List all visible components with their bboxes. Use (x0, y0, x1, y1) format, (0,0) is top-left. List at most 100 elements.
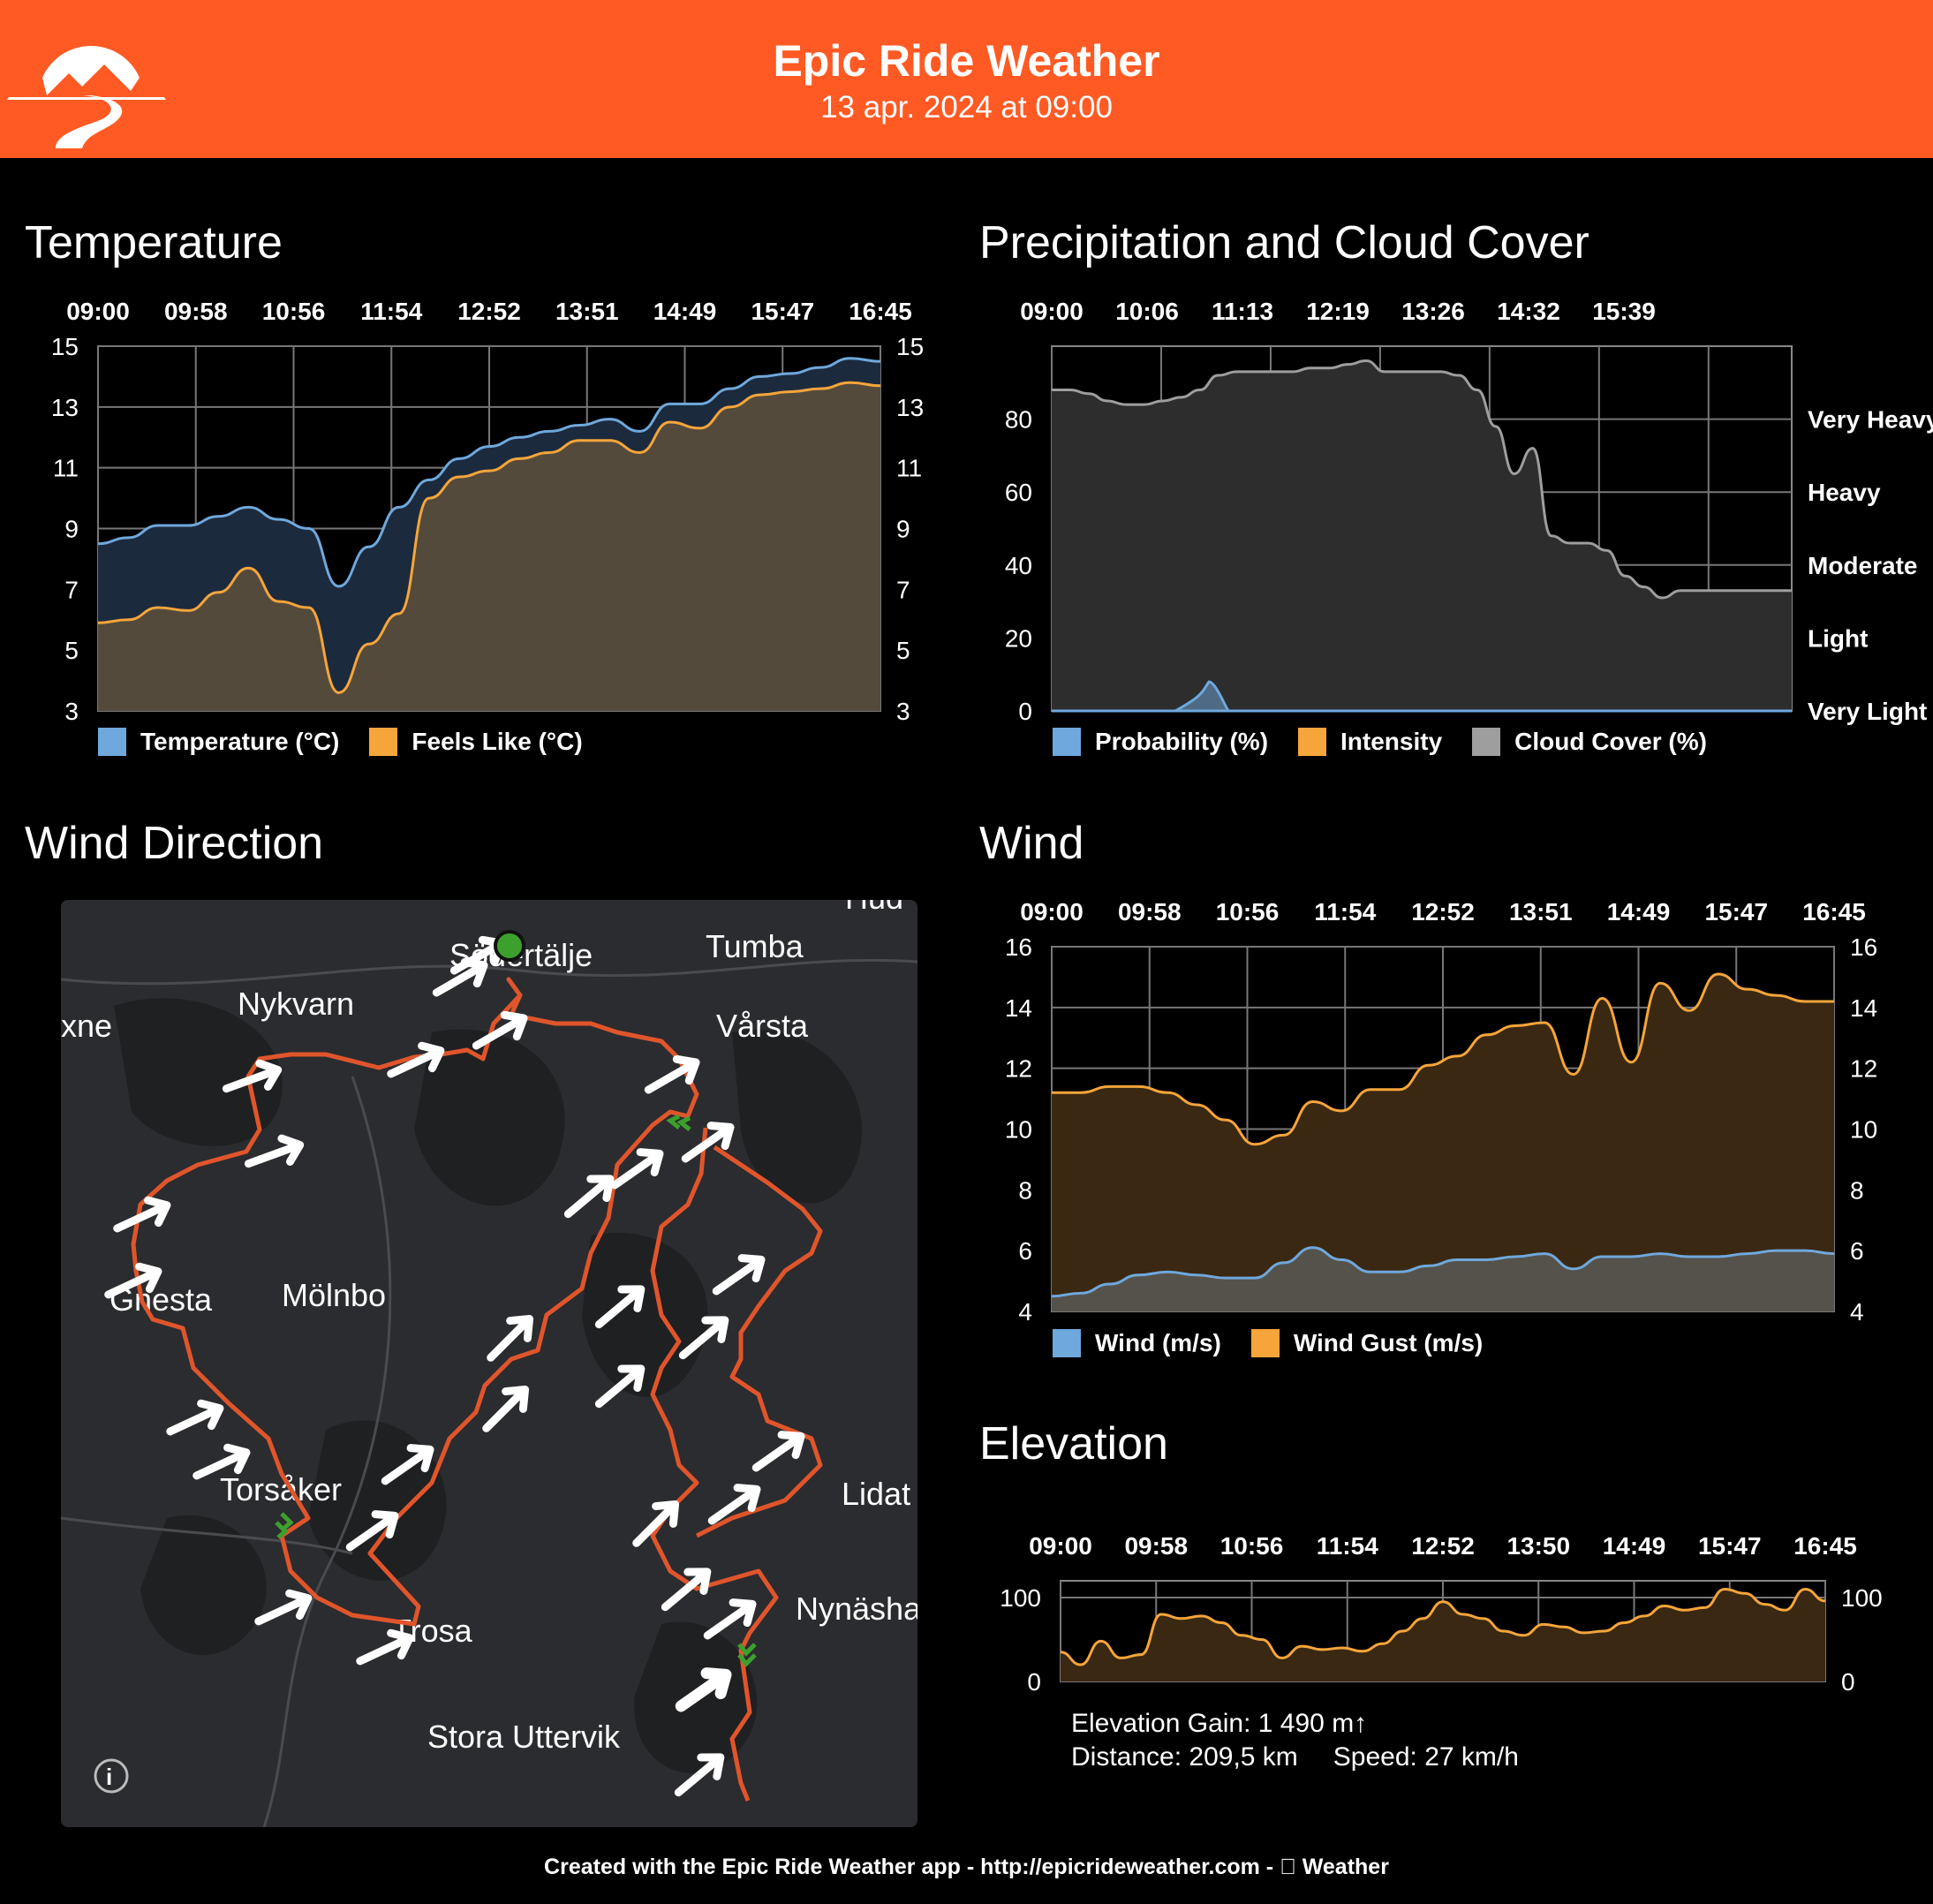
x-tick-label: 11:13 (1212, 298, 1273, 325)
legend-item[interactable]: Wind (m/s) (1053, 1329, 1221, 1357)
wind-title: Wind (979, 818, 1084, 869)
legend-label: Temperature (°C) (140, 728, 340, 755)
intensity-label: Heavy (1808, 479, 1881, 506)
distance: Distance: 209,5 km (1071, 1742, 1298, 1772)
place-label: Nynäsha (796, 1590, 917, 1627)
legend-swatch (1250, 1329, 1280, 1357)
legend-item[interactable]: Cloud Cover (%) (1472, 728, 1707, 756)
map-canvas[interactable]: Södertälje Tumba Nykvarn Vårsta xne Gnes… (61, 900, 917, 1827)
wind-arrow-icon (661, 1568, 712, 1612)
wind-arrow-icon (193, 1443, 251, 1480)
y-tick-label: 3 (64, 698, 79, 725)
place-label: Stora Uttervik (427, 1719, 621, 1755)
ride-date: 13 apr. 2024 at 09:00 (820, 90, 1113, 125)
place-label: Lidat (842, 1476, 910, 1512)
y-tick-label-right: 6 (1850, 1237, 1864, 1265)
y-tick-label-right: 14 (1850, 994, 1877, 1022)
legend-item[interactable]: Intensity (1298, 728, 1442, 756)
x-tick-label: 09:58 (1124, 1532, 1188, 1560)
footer-credit[interactable]: Created with the Epic Ride Weather app -… (544, 1855, 1389, 1879)
x-tick-label: 13:50 (1506, 1532, 1570, 1560)
y-tick-label-right: 5 (896, 637, 910, 664)
start-marker[interactable] (494, 930, 525, 962)
wind-direction-title: Wind Direction (25, 818, 324, 869)
series-area (1052, 973, 1834, 1311)
place-label: Mölnbo (282, 1277, 386, 1313)
legend-swatch (1298, 728, 1327, 756)
y-tick-label: 16 (1005, 933, 1032, 961)
x-tick-label: 10:56 (1216, 898, 1280, 926)
y-tick-label: 15 (51, 333, 79, 360)
series-line (1051, 1246, 1835, 1298)
wind-arrow-icon (113, 1196, 171, 1233)
temperature-chart: 3 3 5 5 7 7 9 9 11 11 13 13 15 15 09:00 09:58 10:56 11:54… (51, 298, 924, 725)
info-icon[interactable]: i (94, 1758, 129, 1794)
y-tick-label-right: 4 (1850, 1298, 1864, 1326)
y-tick-label-right: 9 (896, 516, 910, 543)
series-area (1061, 1589, 1825, 1681)
map-labels: Södertälje Tumba Nykvarn Vårsta xne Gnes… (61, 900, 917, 1755)
temperature-legend: Temperature (°C) Feels Like (°C) (98, 728, 583, 756)
route-map[interactable]: Södertälje Tumba Nykvarn Vårsta xne Gnes… (61, 900, 917, 1827)
precipitation-chart: 0 20 40 60 80 Very Light Light Moderate Heavy Ver… (1005, 298, 1933, 725)
x-tick-label: 11:54 (1314, 898, 1376, 926)
y-tick-label-right: 0 (1841, 1668, 1855, 1696)
y-tick-label: 10 (1005, 1116, 1032, 1144)
x-tick-label: 09:58 (164, 298, 228, 325)
intensity-label: Light (1808, 624, 1868, 652)
x-tick-label: 13:26 (1401, 298, 1465, 325)
wind-arrow-icon (487, 1314, 534, 1362)
series-line (97, 357, 881, 588)
wind-arrow-icon (681, 1122, 735, 1163)
wind-arrow-icon (472, 1010, 528, 1050)
legend-swatch (369, 728, 398, 756)
series-line (1060, 1587, 1826, 1666)
series-area (1052, 360, 1792, 711)
x-tick-label: 10:06 (1115, 298, 1179, 325)
place-label: Nykvarn (238, 986, 354, 1022)
wind-arrow-icon (254, 1589, 313, 1626)
y-tick-label-right: 15 (896, 333, 924, 360)
wind-arrow-icon (345, 1510, 399, 1552)
x-tick-label: 09:00 (1029, 1532, 1092, 1560)
wind-arrow-icon (166, 1399, 224, 1436)
wind-arrow-icon (482, 1385, 530, 1432)
y-tick-label: 6 (1018, 1237, 1032, 1265)
wind-arrow-icon (644, 1054, 700, 1094)
legend-swatch (1053, 1329, 1081, 1357)
legend-item[interactable]: Feels Like (°C) (369, 728, 583, 756)
x-tick-label: 15:47 (751, 298, 814, 325)
legend-item[interactable]: Temperature (°C) (98, 728, 339, 756)
y-tick-label: 12 (1005, 1055, 1032, 1083)
legend-item[interactable]: Probability (%) (1053, 728, 1268, 756)
map-roads (61, 958, 917, 1827)
x-tick-label: 12:52 (457, 298, 521, 325)
wind-arrow-icon (678, 1316, 729, 1360)
wind-arrow-icon (610, 1148, 664, 1190)
speed: Speed: 27 km/h (1333, 1742, 1519, 1772)
x-tick-label: 12:52 (1411, 1532, 1475, 1560)
x-tick-label: 16:45 (1793, 1532, 1857, 1560)
x-tick-label: 14:49 (1603, 1532, 1666, 1560)
svg-text:i: i (106, 1764, 112, 1790)
y-tick-label: 9 (64, 516, 79, 543)
x-tick-label: 13:51 (555, 298, 619, 325)
wind-arrow-icon (387, 1041, 445, 1078)
x-tick-label: 15:39 (1592, 298, 1656, 325)
mountain-road-logo-icon (7, 45, 166, 148)
y-tick-label: 4 (1018, 1298, 1032, 1326)
series-area (1052, 1247, 1834, 1311)
wind-arrow-icon (356, 1628, 414, 1666)
x-tick-label: 15:47 (1698, 1532, 1762, 1560)
legend-item[interactable]: Wind Gust (m/s) (1250, 1329, 1483, 1357)
x-tick-label: 14:49 (653, 298, 717, 325)
y-tick-label: 0 (1027, 1668, 1041, 1696)
y-tick-label: 8 (1018, 1176, 1032, 1204)
legend-label: Feels Like (°C) (412, 728, 583, 755)
y-tick-label: 13 (51, 394, 79, 421)
probability-area (1174, 680, 1231, 713)
legend-label: Intensity (1340, 728, 1443, 755)
place-label: Vårsta (716, 1008, 809, 1044)
wind-arrow-icon (712, 1254, 766, 1296)
wind-arrow-icon (222, 1059, 283, 1093)
